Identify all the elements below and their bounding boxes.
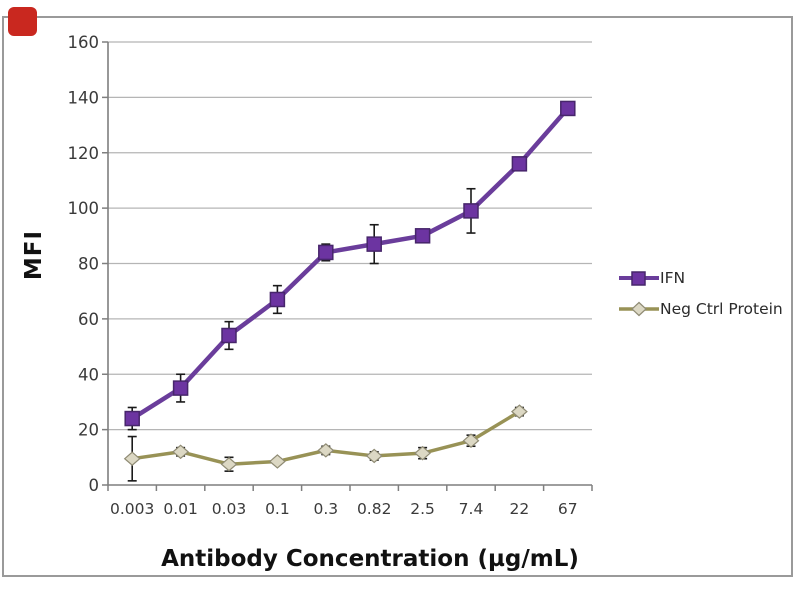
y-tick-label: 140 bbox=[68, 88, 100, 107]
y-tick-label: 0 bbox=[89, 476, 100, 495]
neg-ctrl-marker bbox=[462, 433, 480, 448]
neg-ctrl-marker bbox=[220, 456, 238, 472]
neg-ctrl-marker bbox=[414, 445, 432, 461]
ifn-marker bbox=[318, 244, 334, 261]
legend-item-neg-ctrl: Neg Ctrl Protein bbox=[619, 300, 783, 318]
chart-border bbox=[2, 16, 793, 577]
x-tick-label: 0.1 bbox=[265, 500, 290, 518]
ifn-marker bbox=[366, 236, 382, 252]
y-tick-label: 160 bbox=[68, 33, 100, 52]
x-tick-label: 0.3 bbox=[313, 500, 338, 518]
neg-ctrl-marker bbox=[365, 448, 383, 464]
ifn-marker bbox=[221, 327, 237, 344]
y-tick-label: 80 bbox=[78, 255, 99, 274]
ifn-marker bbox=[172, 380, 189, 396]
neg-ctrl-marker bbox=[123, 451, 141, 466]
y-tick-label: 100 bbox=[68, 199, 100, 218]
y-tick-label: 120 bbox=[68, 144, 100, 163]
ifn-line bbox=[131, 106, 570, 421]
x-tick-label: 22 bbox=[510, 500, 530, 518]
y-tick-label: 60 bbox=[78, 310, 99, 329]
x-tick-label: 0.82 bbox=[357, 500, 392, 518]
x-axis-title: Antibody Concentration (µg/mL) bbox=[161, 546, 579, 572]
legend: IFN Neg Ctrl Protein bbox=[619, 269, 783, 318]
ifn-marker bbox=[124, 410, 140, 427]
ifn-marker bbox=[414, 228, 431, 244]
ifn-marker bbox=[511, 156, 528, 172]
legend-item-ifn: IFN bbox=[619, 269, 783, 287]
neg-ctrl-marker bbox=[172, 444, 190, 460]
y-axis-title: MFI bbox=[21, 229, 47, 281]
x-tick-label: 7.4 bbox=[459, 500, 484, 518]
neg-ctrl-marker bbox=[268, 454, 286, 469]
legend-label-neg-ctrl: Neg Ctrl Protein bbox=[660, 300, 783, 318]
x-tick-label: 0.003 bbox=[110, 500, 154, 518]
y-tick-label: 20 bbox=[78, 421, 99, 440]
ifn-marker bbox=[560, 100, 576, 117]
legend-label-ifn: IFN bbox=[660, 269, 686, 287]
neg-ctrl-marker bbox=[510, 404, 528, 419]
ifn-marker bbox=[269, 291, 286, 308]
ifn-marker bbox=[463, 203, 479, 219]
red-annotation-square bbox=[8, 7, 37, 36]
neg-ctrl-series-marker-icon bbox=[619, 301, 659, 317]
ifn-series-marker-icon bbox=[619, 271, 659, 286]
x-tick-label: 0.03 bbox=[212, 500, 247, 518]
x-tick-label: 67 bbox=[558, 500, 578, 518]
x-tick-label: 2.5 bbox=[410, 500, 435, 518]
y-tick-label: 40 bbox=[78, 365, 99, 384]
x-tick-label: 0.01 bbox=[163, 500, 198, 518]
neg-ctrl-marker bbox=[317, 443, 335, 458]
